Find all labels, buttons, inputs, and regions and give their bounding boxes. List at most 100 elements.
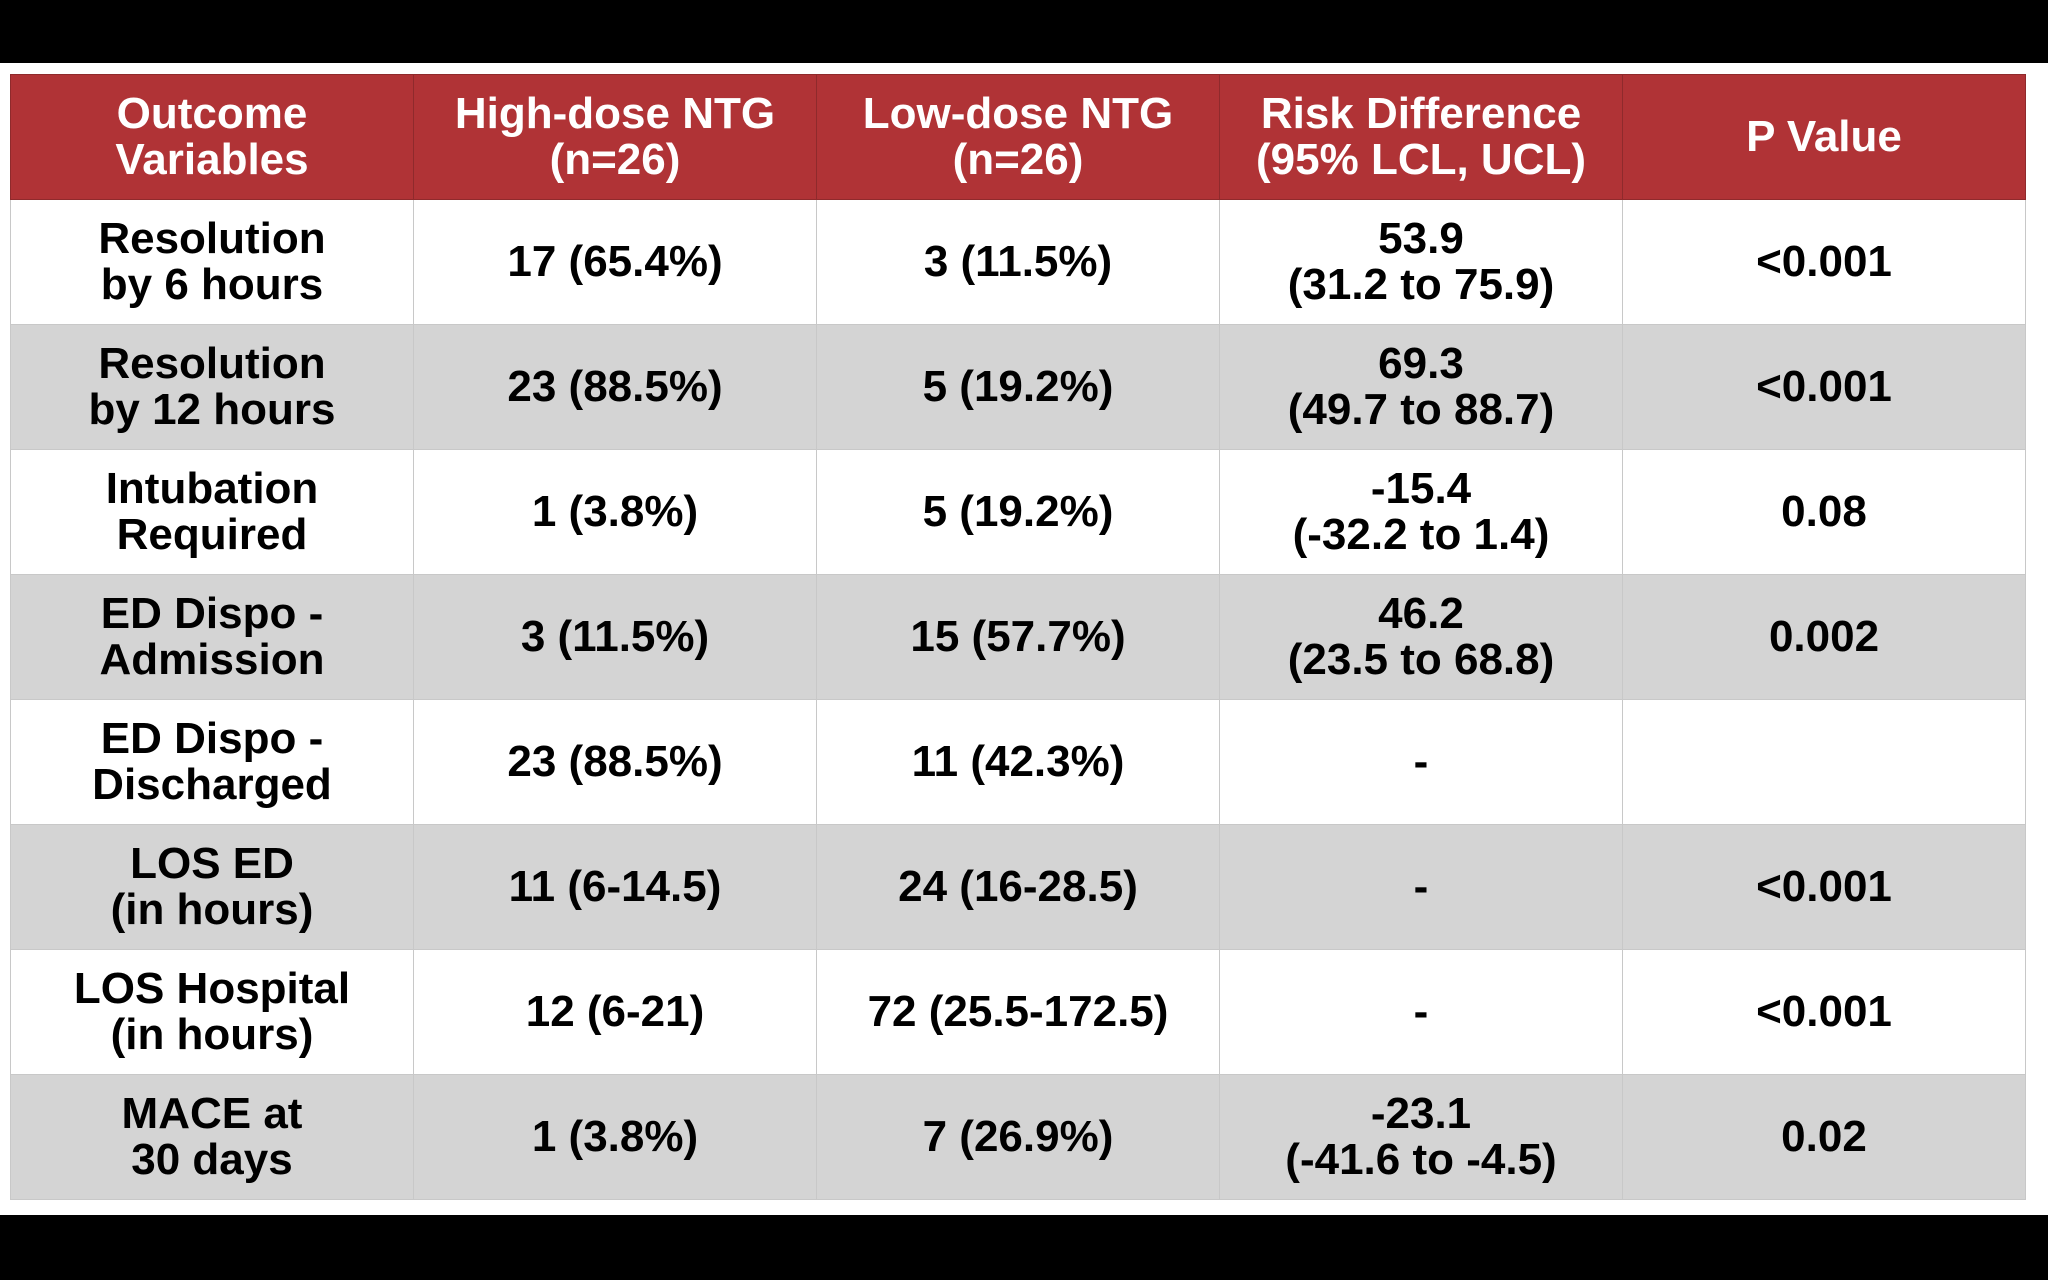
table-cell: -: [1219, 699, 1623, 825]
cell-line: Variables: [115, 135, 309, 184]
cell-line: (23.5 to 68.8): [1287, 635, 1555, 684]
cell-line: Discharged: [92, 760, 332, 809]
table-row: ED Dispo - Discharged 23 (88.5%) 11 (42.3%)…: [10, 699, 2026, 825]
cell-line: 3 (11.5%): [923, 237, 1113, 286]
table-cell: 15 (57.7%): [816, 574, 1220, 700]
cell-line: (31.2 to 75.9): [1287, 260, 1555, 309]
results-table: Outcome Variables High-dose NTG (n=26) Low-d…: [10, 74, 2026, 1200]
cell-line: 11 (42.3%): [911, 737, 1125, 786]
cell-line: 23 (88.5%): [507, 362, 723, 411]
table-row: MACE at 30 days 1 (3.8%) 7 (26.9%) -23.1 (-41…: [10, 1074, 2026, 1200]
cell-line: ED Dispo -: [100, 714, 324, 763]
cell-line: (in hours): [110, 885, 314, 934]
table-row: ED Dispo - Admission 3 (11.5%) 15 (57.7%) 46…: [10, 574, 2026, 700]
cell-line: 0.02: [1781, 1112, 1867, 1161]
table-row: Intubation Required 1 (3.8%) 5 (19.2%) -15.4…: [10, 449, 2026, 575]
cell-line: 5 (19.2%): [922, 362, 1114, 411]
table-cell: 3 (11.5%): [413, 574, 817, 700]
cell-line: 12 (6-21): [525, 987, 705, 1036]
cell-line: High-dose NTG: [454, 89, 776, 138]
table-cell: LOS Hospital (in hours): [10, 949, 414, 1075]
table-row: LOS ED (in hours) 11 (6-14.5) 24 (16-28.5) -…: [10, 824, 2026, 950]
table-cell: 24 (16-28.5): [816, 824, 1220, 950]
cell-line: -: [1413, 862, 1429, 911]
header-cell: Low-dose NTG (n=26): [816, 74, 1220, 200]
cell-line: -: [1413, 737, 1429, 786]
header-row: Outcome Variables High-dose NTG (n=26) Low-d…: [10, 74, 2026, 200]
cell-line: 23 (88.5%): [507, 737, 723, 786]
table-cell: 5 (19.2%): [816, 449, 1220, 575]
cell-line: 15 (57.7%): [910, 612, 1126, 661]
cell-line: 11 (6-14.5): [508, 862, 722, 911]
table-cell: Intubation Required: [10, 449, 414, 575]
table-row: LOS Hospital (in hours) 12 (6-21) 72 (25.5-…: [10, 949, 2026, 1075]
table-cell: 53.9 (31.2 to 75.9): [1219, 199, 1623, 325]
table-cell: Resolution by 6 hours: [10, 199, 414, 325]
cell-line: 1 (3.8%): [531, 487, 699, 536]
table-row: Resolution by 6 hours 17 (65.4%) 3 (11.5%) 5…: [10, 199, 2026, 325]
table-cell: <0.001: [1622, 824, 2026, 950]
table-cell: -23.1 (-41.6 to -4.5): [1219, 1074, 1623, 1200]
cell-line: <0.001: [1756, 237, 1892, 286]
cell-line: (-32.2 to 1.4): [1292, 510, 1550, 559]
table-cell: 17 (65.4%): [413, 199, 817, 325]
cell-line: 3 (11.5%): [520, 612, 710, 661]
table-cell: <0.001: [1622, 324, 2026, 450]
cell-line: by 12 hours: [88, 385, 336, 434]
table-row: Resolution by 12 hours 23 (88.5%) 5 (19.2%)…: [10, 324, 2026, 450]
table-cell: [1622, 699, 2026, 825]
table-cell: 72 (25.5-172.5): [816, 949, 1220, 1075]
cell-line: Low-dose NTG: [862, 89, 1174, 138]
table-cell: Resolution by 12 hours: [10, 324, 414, 450]
table-cell: 11 (6-14.5): [413, 824, 817, 950]
table-cell: -15.4 (-32.2 to 1.4): [1219, 449, 1623, 575]
cell-line: Intubation: [105, 464, 319, 513]
cell-line: MACE at: [121, 1089, 303, 1138]
cell-line: Resolution: [98, 214, 326, 263]
table-cell: 0.02: [1622, 1074, 2026, 1200]
table-cell: 23 (88.5%): [413, 699, 817, 825]
cell-line: 72 (25.5-172.5): [867, 987, 1169, 1036]
table-cell: 11 (42.3%): [816, 699, 1220, 825]
cell-line: P Value: [1746, 112, 1902, 161]
table-cell: 1 (3.8%): [413, 1074, 817, 1200]
table-cell: 7 (26.9%): [816, 1074, 1220, 1200]
cell-line: 1 (3.8%): [531, 1112, 699, 1161]
cell-line: (n=26): [549, 135, 681, 184]
table-cell: 69.3 (49.7 to 88.7): [1219, 324, 1623, 450]
cell-line: 0.08: [1781, 487, 1867, 536]
table-cell: 1 (3.8%): [413, 449, 817, 575]
sheet: Outcome Variables High-dose NTG (n=26) Low-d…: [0, 63, 2048, 1215]
cell-line: 7 (26.9%): [922, 1112, 1114, 1161]
cell-line: 53.9: [1378, 214, 1464, 263]
cell-line: 46.2: [1378, 589, 1464, 638]
table-cell: MACE at 30 days: [10, 1074, 414, 1200]
table-cell: <0.001: [1622, 199, 2026, 325]
cell-line: <0.001: [1756, 362, 1892, 411]
cell-line: (49.7 to 88.7): [1287, 385, 1555, 434]
table-cell: 5 (19.2%): [816, 324, 1220, 450]
cell-line: LOS Hospital: [73, 964, 351, 1013]
cell-line: -23.1: [1370, 1089, 1472, 1138]
cell-line: LOS ED: [130, 839, 294, 888]
cell-line: Outcome: [116, 89, 308, 138]
cell-line: ED Dispo -: [100, 589, 324, 638]
cell-line: 0.002: [1768, 612, 1880, 661]
header-cell: Outcome Variables: [10, 74, 414, 200]
cell-line: (-41.6 to -4.5): [1285, 1135, 1557, 1184]
header-cell: Risk Difference (95% LCL, UCL): [1219, 74, 1623, 200]
cell-line: 30 days: [131, 1135, 293, 1184]
table-cell: ED Dispo - Discharged: [10, 699, 414, 825]
cell-line: 69.3: [1378, 339, 1464, 388]
table-cell: 12 (6-21): [413, 949, 817, 1075]
table-cell: ED Dispo - Admission: [10, 574, 414, 700]
cell-line: (in hours): [110, 1010, 314, 1059]
cell-line: Required: [116, 510, 308, 559]
cell-line: -15.4: [1370, 464, 1472, 513]
table-cell: 0.002: [1622, 574, 2026, 700]
cell-line: 5 (19.2%): [922, 487, 1114, 536]
table-cell: 0.08: [1622, 449, 2026, 575]
cell-line: -: [1413, 987, 1429, 1036]
cell-line: 17 (65.4%): [507, 237, 723, 286]
